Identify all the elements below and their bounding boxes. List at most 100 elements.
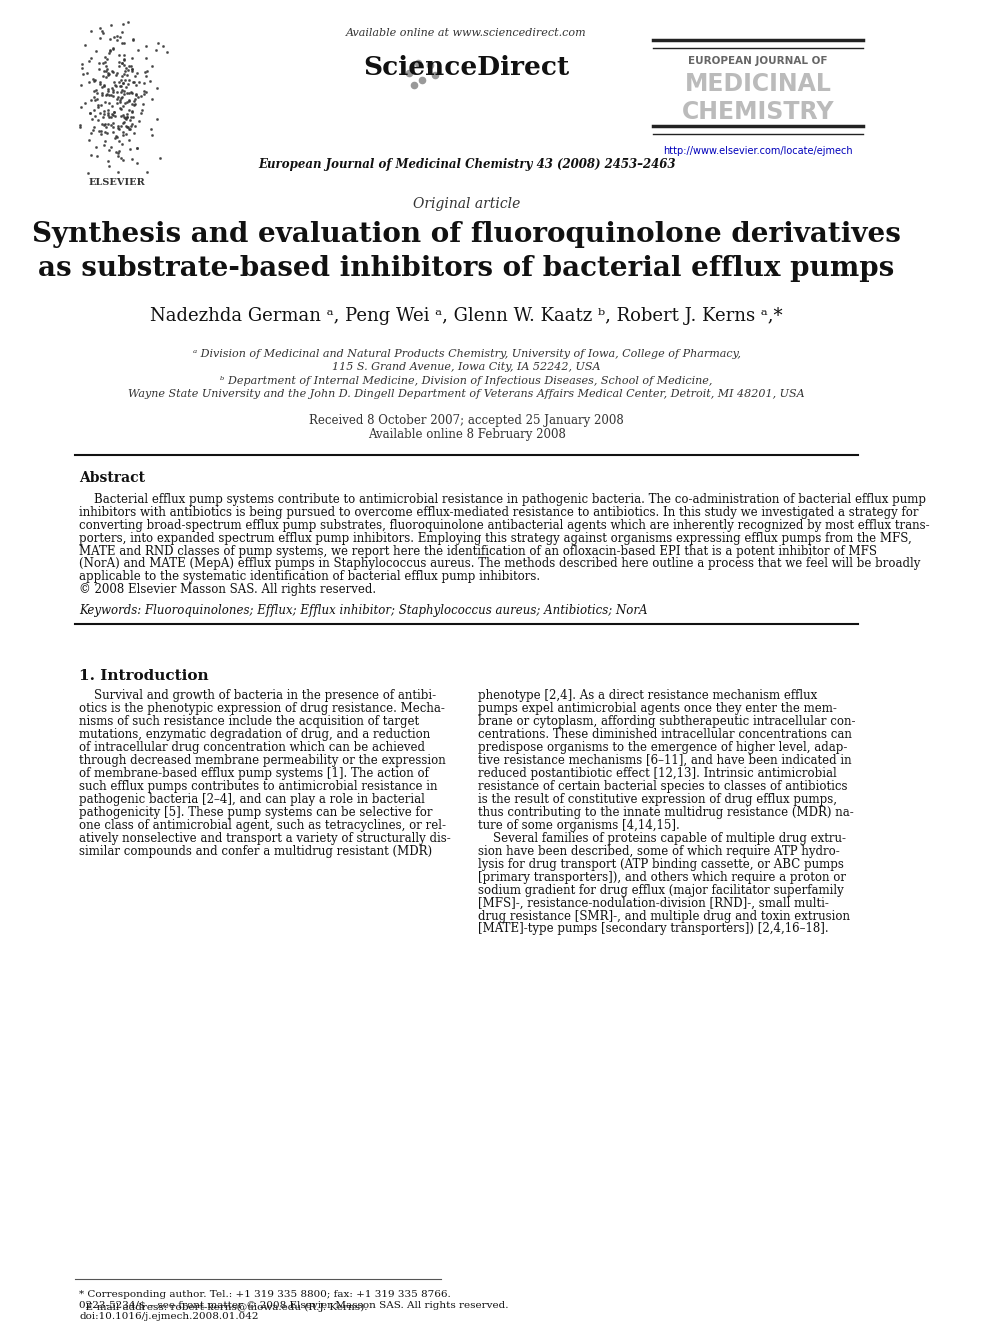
Point xyxy=(107,75,123,97)
Point xyxy=(98,116,114,138)
Point xyxy=(126,71,142,93)
Point xyxy=(138,61,154,82)
Point xyxy=(113,65,129,86)
Point xyxy=(109,93,125,114)
Point xyxy=(100,112,116,134)
Point xyxy=(130,40,146,61)
Point xyxy=(113,99,129,120)
Point xyxy=(139,60,155,81)
Text: [MFS]-, resistance-nodulation-division [RND]-, small multi-: [MFS]-, resistance-nodulation-division [… xyxy=(478,897,829,909)
Point xyxy=(138,48,154,69)
Text: similar compounds and confer a multidrug resistant (MDR): similar compounds and confer a multidrug… xyxy=(79,844,433,857)
Point xyxy=(111,118,127,139)
Point xyxy=(119,91,135,112)
Point xyxy=(140,161,156,183)
Point xyxy=(118,77,134,98)
Point xyxy=(124,58,140,79)
Point xyxy=(118,123,134,144)
Point xyxy=(422,54,437,75)
Point xyxy=(124,58,140,79)
Point xyxy=(100,78,116,99)
Point xyxy=(81,50,97,71)
Point xyxy=(86,70,102,91)
Text: otics is the phenotypic expression of drug resistance. Mecha-: otics is the phenotypic expression of dr… xyxy=(79,703,445,714)
Point xyxy=(149,108,165,130)
Point xyxy=(94,53,110,74)
Point xyxy=(125,94,141,115)
Text: Keywords: Fluoroquinolones; Efflux; Efflux inhibitor; Staphylococcus aureus; Ant: Keywords: Fluoroquinolones; Efflux; Effl… xyxy=(79,605,648,618)
Point xyxy=(85,120,101,142)
Text: Available online 8 February 2008: Available online 8 February 2008 xyxy=(368,427,565,441)
Text: MATE and RND classes of pump systems, we report here the identification of an of: MATE and RND classes of pump systems, we… xyxy=(79,545,878,557)
Point xyxy=(122,119,138,140)
Point xyxy=(428,65,443,86)
Point xyxy=(83,89,99,110)
Text: Wayne State University and the John D. Dingell Department of Veterans Affairs Me: Wayne State University and the John D. D… xyxy=(128,389,805,400)
Point xyxy=(131,71,147,93)
Point xyxy=(111,56,127,77)
Point xyxy=(125,106,141,127)
Point xyxy=(108,75,124,97)
Point xyxy=(124,61,140,82)
Point xyxy=(92,73,108,94)
Point xyxy=(109,62,125,83)
Point xyxy=(83,48,99,69)
Point xyxy=(99,83,115,105)
Text: 0223-5234/$ – see front matter © 2008 Elsevier Masson SAS. All rights reserved.: 0223-5234/$ – see front matter © 2008 El… xyxy=(79,1302,509,1311)
Text: reduced postantibiotic effect [12,13]. Intrinsic antimicrobial: reduced postantibiotic effect [12,13]. I… xyxy=(478,767,837,779)
Text: Several families of proteins capable of multiple drug extru-: Several families of proteins capable of … xyxy=(478,832,846,844)
Point xyxy=(100,65,116,86)
Point xyxy=(160,42,176,64)
Point xyxy=(136,81,152,102)
Point xyxy=(96,114,112,135)
Point xyxy=(117,107,133,128)
Point xyxy=(121,82,137,103)
Text: through decreased membrane permeability or the expression: through decreased membrane permeability … xyxy=(79,754,446,767)
Point xyxy=(110,115,126,136)
Point xyxy=(128,74,144,95)
Point xyxy=(109,81,125,102)
Text: EUROPEAN JOURNAL OF: EUROPEAN JOURNAL OF xyxy=(688,56,827,66)
Point xyxy=(117,69,133,90)
Point xyxy=(94,85,110,106)
Point xyxy=(106,71,122,93)
Point xyxy=(120,12,136,33)
Point xyxy=(99,48,115,69)
Point xyxy=(112,26,128,48)
Point xyxy=(99,58,115,79)
Point xyxy=(98,85,114,106)
Point xyxy=(106,102,122,123)
Point xyxy=(93,123,109,144)
Point xyxy=(108,142,124,163)
Point xyxy=(121,130,137,151)
Text: MEDICINAL: MEDICINAL xyxy=(684,71,831,95)
Text: ScienceDirect: ScienceDirect xyxy=(363,54,569,79)
Point xyxy=(96,134,112,155)
Point xyxy=(121,89,137,110)
Point xyxy=(127,66,143,87)
Point xyxy=(107,106,123,127)
Point xyxy=(104,38,120,60)
Point xyxy=(127,115,143,136)
Point xyxy=(73,97,89,118)
Text: one class of antimicrobial agent, such as tetracyclines, or rel-: one class of antimicrobial agent, such a… xyxy=(79,819,446,832)
Point xyxy=(103,136,119,157)
Point xyxy=(144,89,160,110)
Point xyxy=(91,53,107,74)
Point xyxy=(92,17,108,38)
Point xyxy=(86,99,102,120)
Text: Survival and growth of bacteria in the presence of antibi-: Survival and growth of bacteria in the p… xyxy=(79,689,436,703)
Text: pathogenicity [5]. These pump systems can be selective for: pathogenicity [5]. These pump systems ca… xyxy=(79,806,433,819)
Point xyxy=(112,75,128,97)
Point xyxy=(125,29,141,50)
Point xyxy=(101,107,117,128)
Point xyxy=(121,101,137,122)
Point xyxy=(135,94,151,115)
Point xyxy=(129,152,145,173)
Point xyxy=(402,62,418,83)
Point xyxy=(109,25,125,46)
Text: inhibitors with antibiotics is being pursued to overcome efflux-mediated resista: inhibitors with antibiotics is being pur… xyxy=(79,505,919,519)
Point xyxy=(100,42,116,64)
Point xyxy=(124,83,140,105)
Point xyxy=(111,71,127,93)
